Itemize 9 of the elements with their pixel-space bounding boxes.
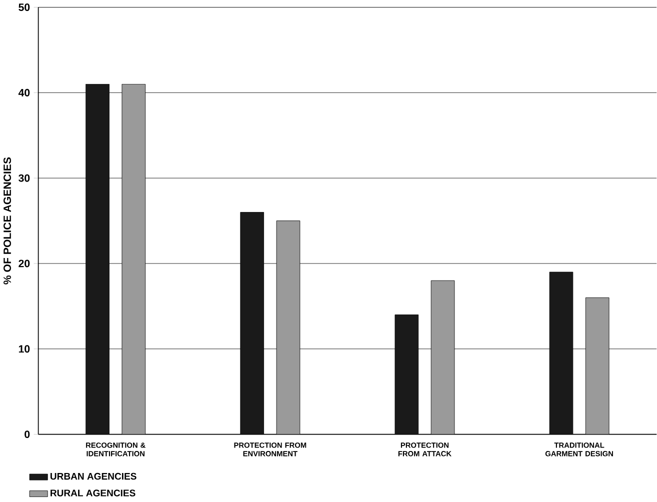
y-tick-label: 40: [18, 88, 30, 96]
y-axis-title: % OF POLICE AGENCIES: [4, 157, 12, 284]
y-tick-label: 20: [18, 260, 30, 268]
legend-label: URBAN AGENCIES: [50, 472, 136, 480]
y-tick-label: 50: [18, 3, 30, 11]
y-tick-label: 10: [18, 345, 30, 353]
legend-label: RURAL AGENCIES: [50, 490, 136, 496]
y-tick-label: 0: [24, 430, 30, 438]
y-tick-label: 30: [18, 174, 30, 182]
